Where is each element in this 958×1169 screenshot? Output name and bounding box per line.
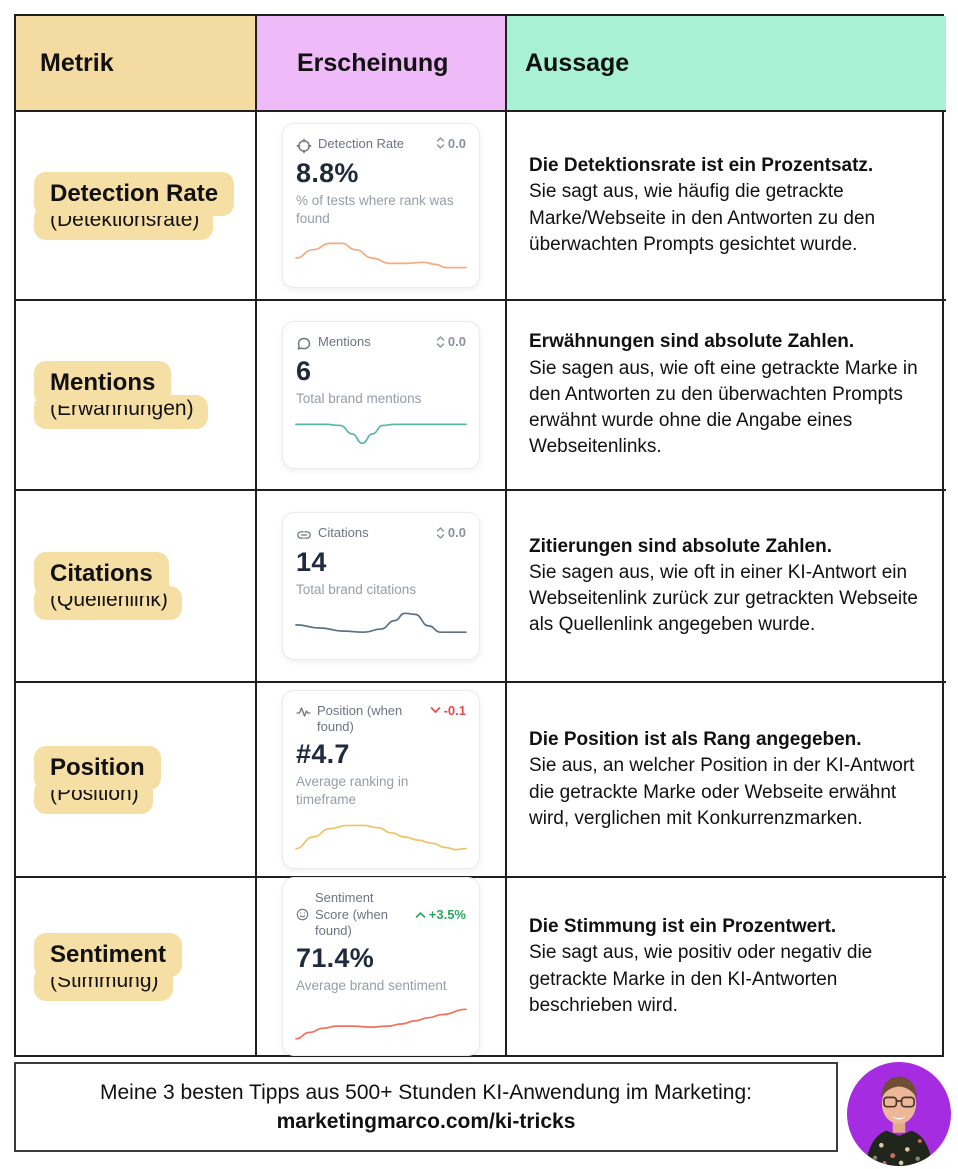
sparkline	[296, 607, 466, 649]
column-header-label: Metrik	[40, 48, 114, 77]
statement-cell: Zitierungen sind absolute Zahlen. Sie sag…	[507, 491, 946, 683]
metric-card-citations: Citations 0.0 14 Total brand citations	[282, 512, 480, 660]
chat-icon	[296, 336, 312, 352]
card-label: Sentiment Score (when found)	[315, 890, 388, 938]
delta-value: +3.5%	[428, 907, 466, 923]
statement-lead: Zitierungen sind absolute Zahlen.	[529, 535, 832, 557]
chevron-down-icon	[430, 707, 440, 714]
card-description: % of tests where rank was found	[296, 192, 454, 226]
delta-badge: 0.0	[436, 334, 466, 349]
sort-icon	[436, 527, 445, 539]
statement-lead: Die Detektionsrate ist ein Prozentsatz.	[529, 155, 874, 177]
delta-badge: +3.5%	[415, 907, 466, 922]
statement-cell: Die Position ist als Rang angegeben. Sie …	[507, 683, 946, 878]
metric-cell-citations: Citations (Quellenlink)	[16, 491, 257, 683]
sort-icon	[436, 336, 445, 348]
column-header-label: Erscheinung	[297, 48, 449, 77]
statement-lead: Erwähnungen sind absolute Zahlen.	[529, 331, 855, 353]
card-value: 6	[296, 356, 312, 387]
statement-body: Sie sagen aus, wie oft in einer KI-Antwo…	[529, 561, 918, 636]
footer-text: Meine 3 besten Tipps aus 500+ Stunden KI…	[100, 1080, 752, 1104]
sparkline	[296, 816, 466, 858]
sparkline	[296, 416, 466, 458]
statement-body: Sie sagt aus, wie positiv oder negativ d…	[529, 942, 873, 1016]
card-label: Mentions	[318, 334, 371, 350]
footer-url: marketingmarco.com/ki-tricks	[276, 1109, 576, 1133]
column-header-label: Aussage	[525, 48, 630, 77]
metric-cell-detection-rate: Detection Rate (Detektionsrate)	[16, 112, 257, 301]
statement-cell: Die Stimmung ist ein Prozentwert. Sie sag…	[507, 878, 946, 1055]
card-cell: Detection Rate 0.0 8.8% % of tests where…	[257, 112, 507, 301]
statement-cell: Erwähnungen sind absolute Zahlen. Sie sag…	[507, 301, 946, 491]
metric-name: Position	[34, 745, 161, 790]
metric-name: Citations	[34, 552, 169, 596]
card-description: Total brand citations	[296, 582, 417, 598]
avatar	[847, 1062, 951, 1166]
statement-cell: Die Detektionsrate ist ein Prozentsatz. S…	[507, 112, 946, 301]
metrics-table: Metrik Erscheinung Aussage Detection Rat…	[14, 14, 946, 1057]
metric-name: Detection Rate	[34, 171, 235, 216]
footer-banner: Meine 3 besten Tipps aus 500+ Stunden KI…	[14, 1062, 838, 1152]
smiley-icon	[296, 908, 309, 921]
sparkline	[296, 1003, 466, 1045]
card-cell: Sentiment Score (when found) +3.5% 71.4%…	[257, 877, 507, 1056]
column-header-metrik: Metrik	[16, 16, 257, 112]
card-cell: Mentions 0.0 6 Total brand mentions	[257, 301, 507, 491]
card-description: Average ranking in timeframe	[296, 774, 409, 807]
pulse-icon	[296, 705, 311, 719]
metric-card-mentions: Mentions 0.0 6 Total brand mentions	[282, 321, 480, 469]
card-cell: Position (when found) -0.1 #4.7 Average …	[257, 683, 507, 878]
statement-lead: Die Position ist als Rang angegeben.	[529, 729, 862, 751]
delta-badge: -0.1	[430, 703, 466, 718]
metric-card-position: Position (when found) -0.1 #4.7 Average …	[282, 689, 480, 870]
card-value: 71.4%	[296, 943, 375, 974]
statement-body: Sie sagen aus, wie oft eine getrackte Ma…	[529, 357, 918, 458]
delta-value: 0.0	[447, 525, 466, 541]
metric-name: Sentiment	[34, 932, 183, 977]
delta-value: 0.0	[447, 135, 466, 151]
metric-card-detection-rate: Detection Rate 0.0 8.8% % of tests where…	[282, 122, 480, 289]
avatar-illustration	[865, 1076, 933, 1166]
sort-icon	[436, 137, 445, 150]
statement-body: Sie sagt aus, wie häufig die getrackte M…	[529, 181, 876, 255]
card-label: Position (when found)	[317, 702, 403, 734]
column-header-erscheinung: Erscheinung	[257, 16, 507, 112]
link-icon	[296, 527, 312, 543]
metric-cell-mentions: Mentions (Erwähnungen)	[16, 301, 257, 491]
card-label: Detection Rate	[318, 135, 404, 151]
metric-cell-sentiment: Sentiment (Stimmung)	[16, 878, 257, 1055]
card-description: Average brand sentiment	[296, 978, 447, 994]
statement-lead: Die Stimmung ist ein Prozentwert.	[529, 916, 837, 938]
card-description: Total brand mentions	[296, 391, 422, 407]
card-value: #4.7	[296, 739, 350, 770]
statement-body: Sie aus, an welcher Position in der KI-A…	[529, 755, 915, 829]
card-value: 8.8%	[296, 157, 359, 188]
target-icon	[296, 138, 312, 154]
delta-badge: 0.0	[436, 525, 466, 540]
delta-value: 0.0	[447, 334, 466, 350]
column-header-aussage: Aussage	[507, 16, 946, 112]
metric-name: Mentions	[34, 361, 172, 405]
delta-value: -0.1	[443, 702, 466, 718]
metric-cell-position: Position (Position)	[16, 683, 257, 878]
card-value: 14	[296, 547, 327, 578]
delta-badge: 0.0	[436, 136, 466, 151]
sparkline	[296, 235, 466, 277]
metric-card-sentiment: Sentiment Score (when found) +3.5% 71.4%…	[282, 877, 480, 1056]
chevron-up-icon	[415, 911, 426, 918]
card-label: Citations	[318, 525, 369, 541]
card-cell: Citations 0.0 14 Total brand citations	[257, 491, 507, 683]
